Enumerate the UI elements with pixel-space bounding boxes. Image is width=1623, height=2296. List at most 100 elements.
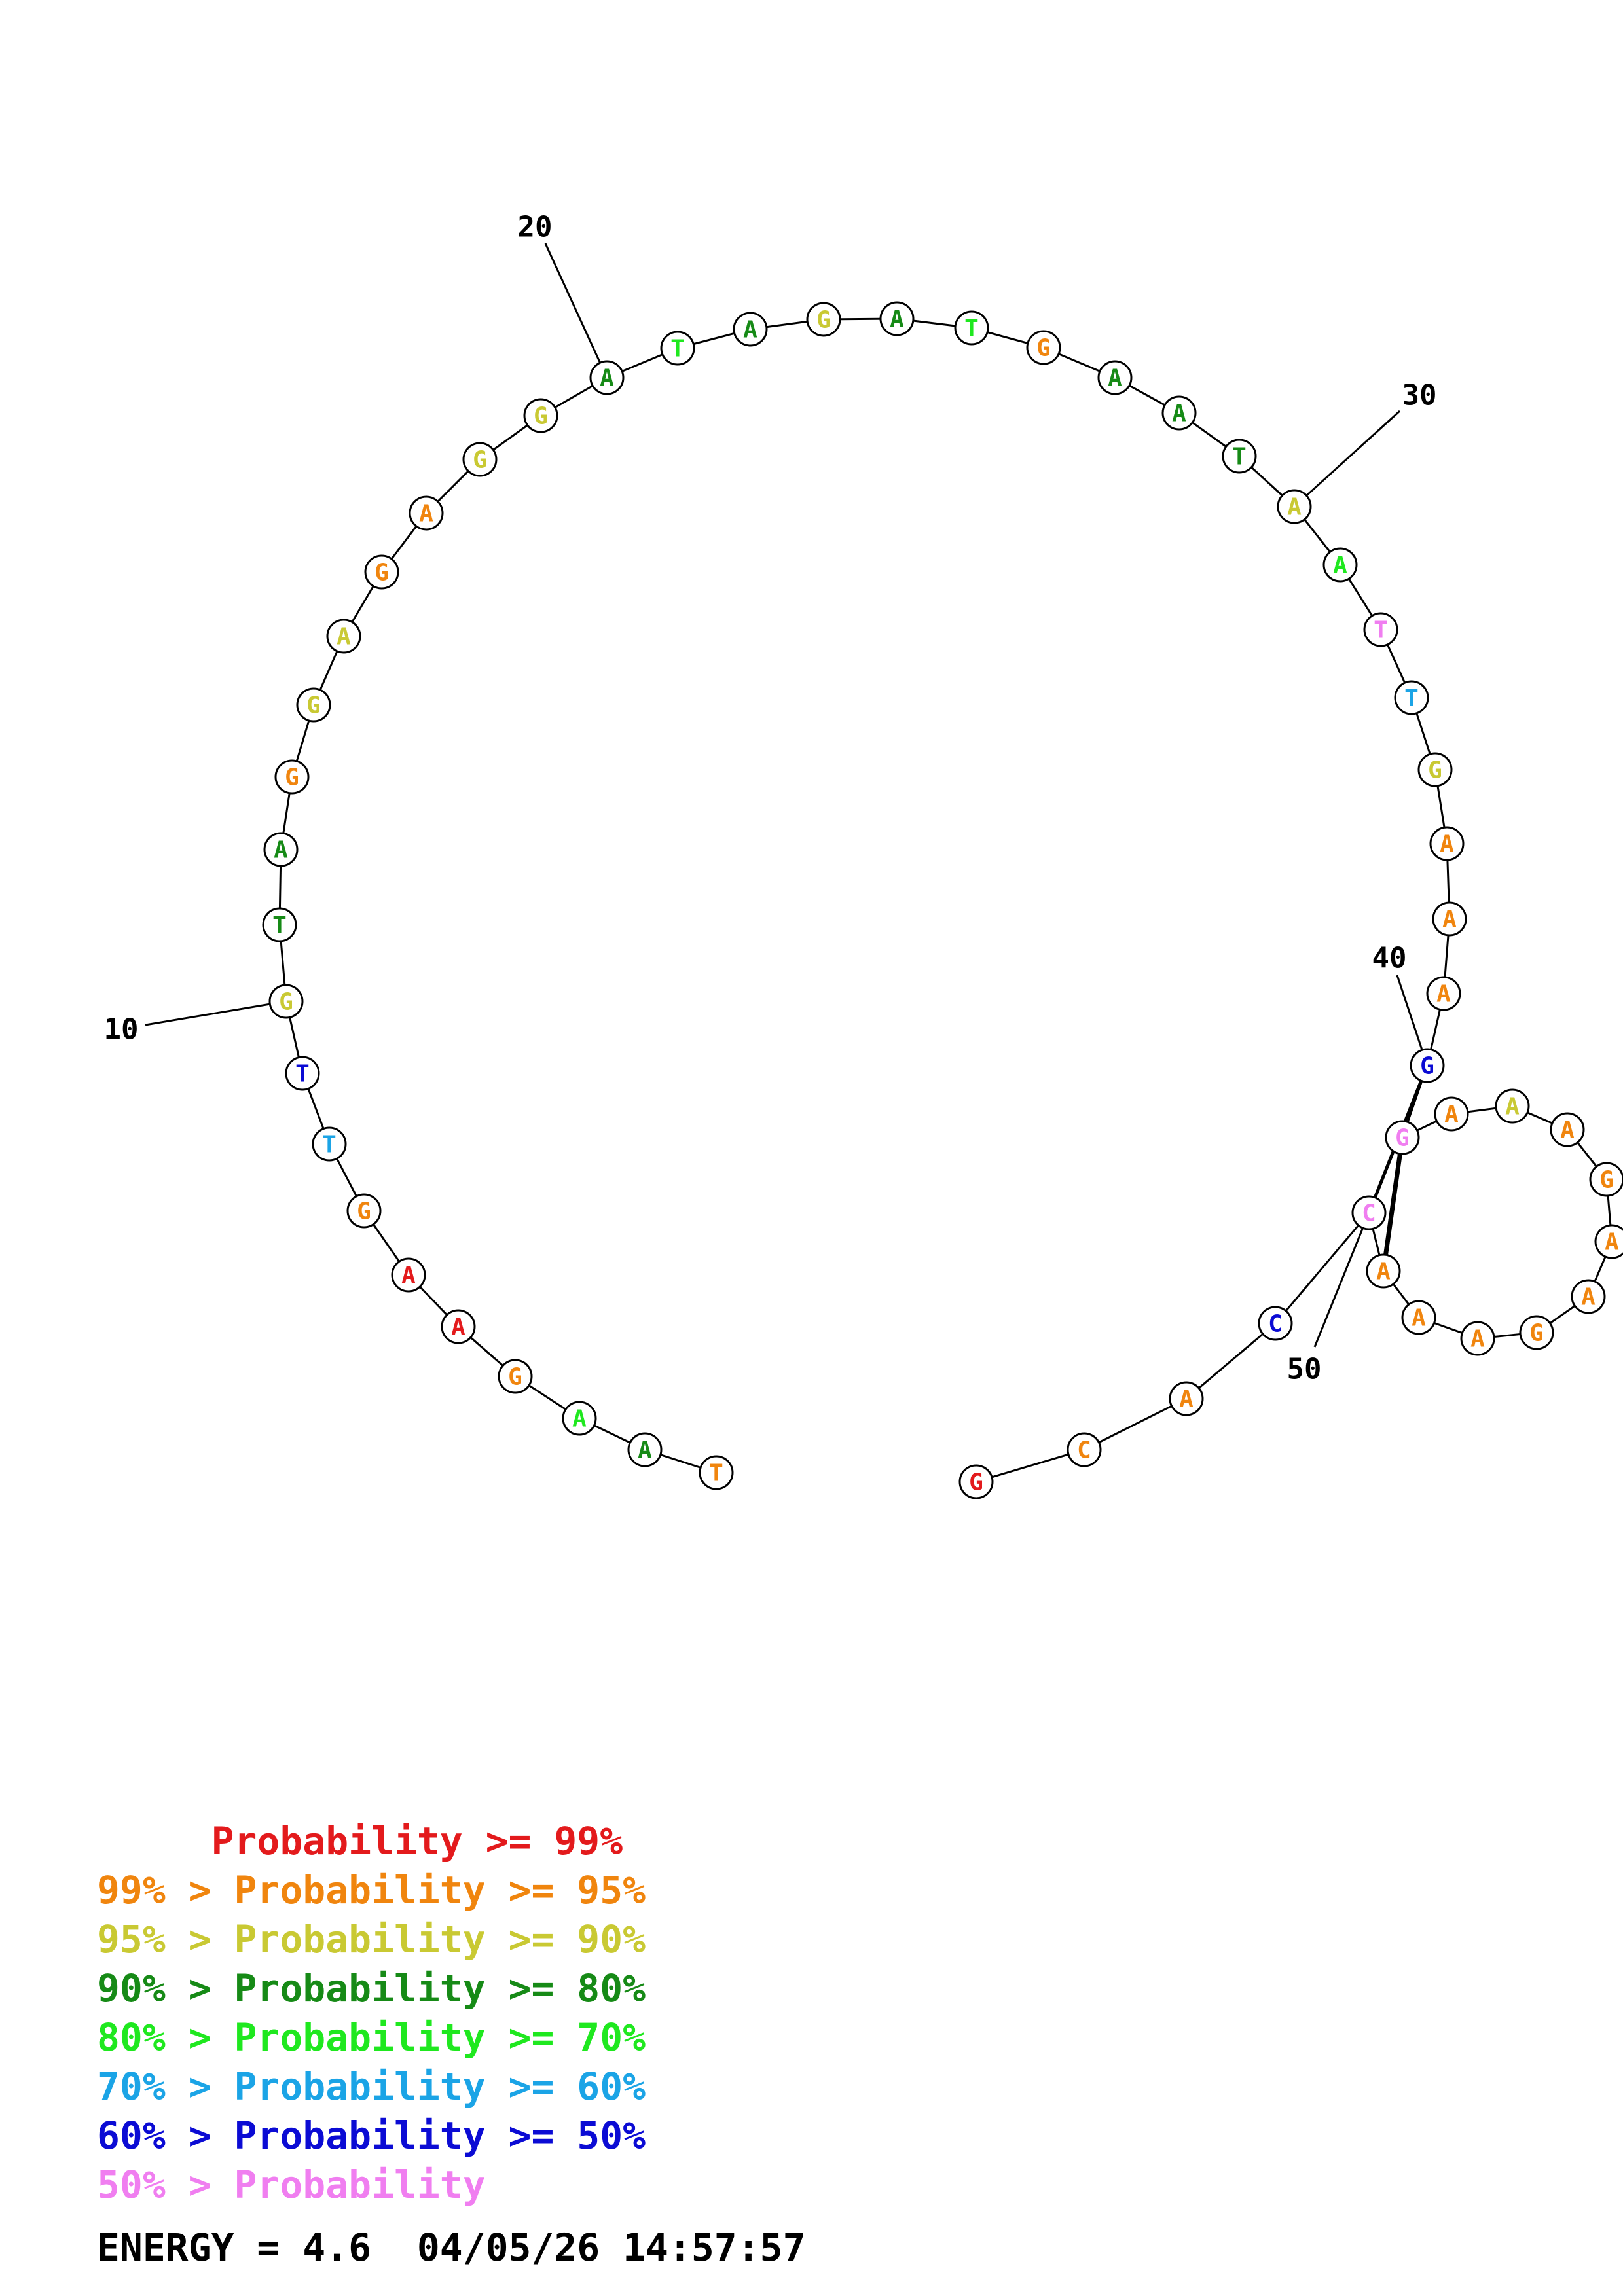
nucleotide-circle	[1417, 752, 1453, 787]
backbone-segment	[1186, 1322, 1276, 1400]
nucleotide-letter: G	[1395, 1125, 1410, 1152]
nucleotide-node: A	[562, 1401, 597, 1436]
nucleotide-letter: G	[1420, 1053, 1434, 1080]
nucleotide-circle	[1169, 1381, 1204, 1416]
nucleotide-letter: T	[1232, 444, 1247, 471]
nucleotide-node: G	[296, 687, 331, 723]
nucleotide-circle	[1429, 826, 1465, 861]
nucleotide-circle	[562, 1401, 597, 1436]
nucleotide-circle	[1410, 1048, 1445, 1083]
nucleotide-node: A	[1460, 1321, 1495, 1356]
nucleotide-letter: A	[451, 1314, 465, 1341]
nucleotide-circle	[1426, 976, 1461, 1011]
nucleotide-letter: A	[1333, 552, 1347, 579]
nucleotide-letter: A	[1172, 401, 1186, 427]
position-tick-line	[145, 1000, 287, 1026]
nucleotide-circle	[1495, 1088, 1530, 1124]
nucleotide-letter: G	[306, 692, 321, 719]
nucleotide-circle	[733, 312, 768, 347]
position-tick-lines	[145, 243, 1429, 1348]
nucleotide-node: A	[409, 495, 444, 531]
nucleotide-letter: G	[279, 989, 293, 1016]
nucleotide-letter: T	[1374, 617, 1388, 644]
base-pair-lines	[1367, 1065, 1429, 1272]
backbone-segment	[1274, 1212, 1370, 1324]
nucleotide-circle	[1067, 1432, 1102, 1467]
nucleotide-circle	[285, 1056, 320, 1091]
nucleotide-circle	[1394, 680, 1429, 715]
nucleotide-letter: A	[1440, 831, 1454, 858]
nucleotide-letter: A	[337, 624, 351, 651]
nucleotide-node: T	[1363, 612, 1398, 647]
nucleotide-circle	[954, 310, 989, 346]
nucleotide-circle	[326, 619, 361, 654]
position-label-50: 50	[1287, 1353, 1322, 1386]
nucleotide-node: A	[1277, 489, 1312, 524]
nucleotide-node: G	[462, 442, 498, 477]
nucleotide-node: A	[1495, 1088, 1530, 1124]
nucleotide-circle	[1351, 1195, 1387, 1230]
nucleotide-circle	[1460, 1321, 1495, 1356]
nucleotide-letter: A	[890, 306, 904, 333]
position-tick-line	[1313, 1212, 1370, 1348]
legend-line-lt50: 50% > Probability	[97, 2162, 486, 2207]
nucleotide-node: A	[441, 1309, 476, 1344]
nucleotide-circle	[523, 398, 558, 433]
legend-line-70-80: 80% > Probability >= 70%	[97, 2015, 646, 2060]
nucleotide-letter: G	[969, 1469, 983, 1496]
probability-legend: Probability >= 99% 99% > Probability >= …	[97, 1817, 646, 2210]
nucleotide-circle	[1434, 1096, 1469, 1132]
nucleotide-circle	[1222, 439, 1257, 474]
nucleotide-node: T	[1222, 439, 1257, 474]
nucleotide-circle	[268, 984, 304, 1019]
legend-line-95-99: 99% > Probability >= 95%	[97, 1868, 646, 1912]
nucleotide-letter: A	[1179, 1386, 1194, 1413]
nucleotide-circle	[1571, 1279, 1606, 1314]
nucleotide-letter: T	[964, 315, 979, 342]
nucleotide-circle	[346, 1193, 382, 1229]
nucleotide-letter: A	[1287, 494, 1302, 521]
nucleotide-node: A	[1594, 1224, 1623, 1259]
nucleotide-letter: A	[600, 365, 614, 392]
nucleotide-node: A	[1322, 547, 1358, 583]
nucleotide-letter: A	[1605, 1229, 1619, 1256]
nucleotide-node: G	[1385, 1120, 1420, 1155]
nucleotide-node: T	[1394, 680, 1429, 715]
nucleotide-letter: A	[1442, 906, 1457, 933]
nucleotide-letter: A	[1376, 1259, 1391, 1285]
nucleotide-circle	[1432, 901, 1467, 937]
nucleotide-circle	[391, 1257, 426, 1293]
nucleotide-node: T	[262, 907, 297, 942]
nucleotide-letter: G	[534, 403, 548, 430]
legend-line-80-90: 90% > Probability >= 80%	[97, 1966, 646, 2011]
nucleotide-node: G	[1026, 330, 1061, 365]
legend-line-ge99: Probability >= 99%	[97, 1819, 623, 1863]
nucleotide-node: G	[523, 398, 558, 433]
position-number-labels: 10 20 30 40 50	[104, 211, 1437, 1386]
nucleotide-letter: T	[295, 1061, 310, 1088]
nucleotide-node: G	[1417, 752, 1453, 787]
nucleotide-node: G	[1410, 1048, 1445, 1083]
nucleotide-letter: A	[1470, 1326, 1485, 1353]
nucleotide-circle	[1385, 1120, 1420, 1155]
backbone-segment	[976, 1448, 1085, 1483]
nucleotide-node: A	[1432, 901, 1467, 937]
nucleotide-letter: T	[1404, 685, 1419, 712]
nucleotide-letter: G	[374, 560, 389, 586]
nucleotide-letter: G	[285, 764, 299, 791]
nucleotide-letter: C	[1362, 1200, 1376, 1227]
nucleotide-node: A	[879, 301, 915, 336]
nucleotide-letter: T	[272, 912, 287, 939]
nucleotide-node: G	[958, 1464, 994, 1499]
nucleotide-node: C	[1067, 1432, 1102, 1467]
nucleotide-letter: T	[670, 336, 685, 363]
nucleotide-node: G	[346, 1193, 382, 1229]
nucleotide-letter: A	[274, 837, 288, 864]
nucleotide-circle	[1550, 1112, 1585, 1147]
position-label-10: 10	[104, 1013, 139, 1047]
nucleotide-circle	[1097, 360, 1133, 395]
nucleotide-node: G	[274, 759, 310, 795]
nucleotide-circle	[262, 907, 297, 942]
